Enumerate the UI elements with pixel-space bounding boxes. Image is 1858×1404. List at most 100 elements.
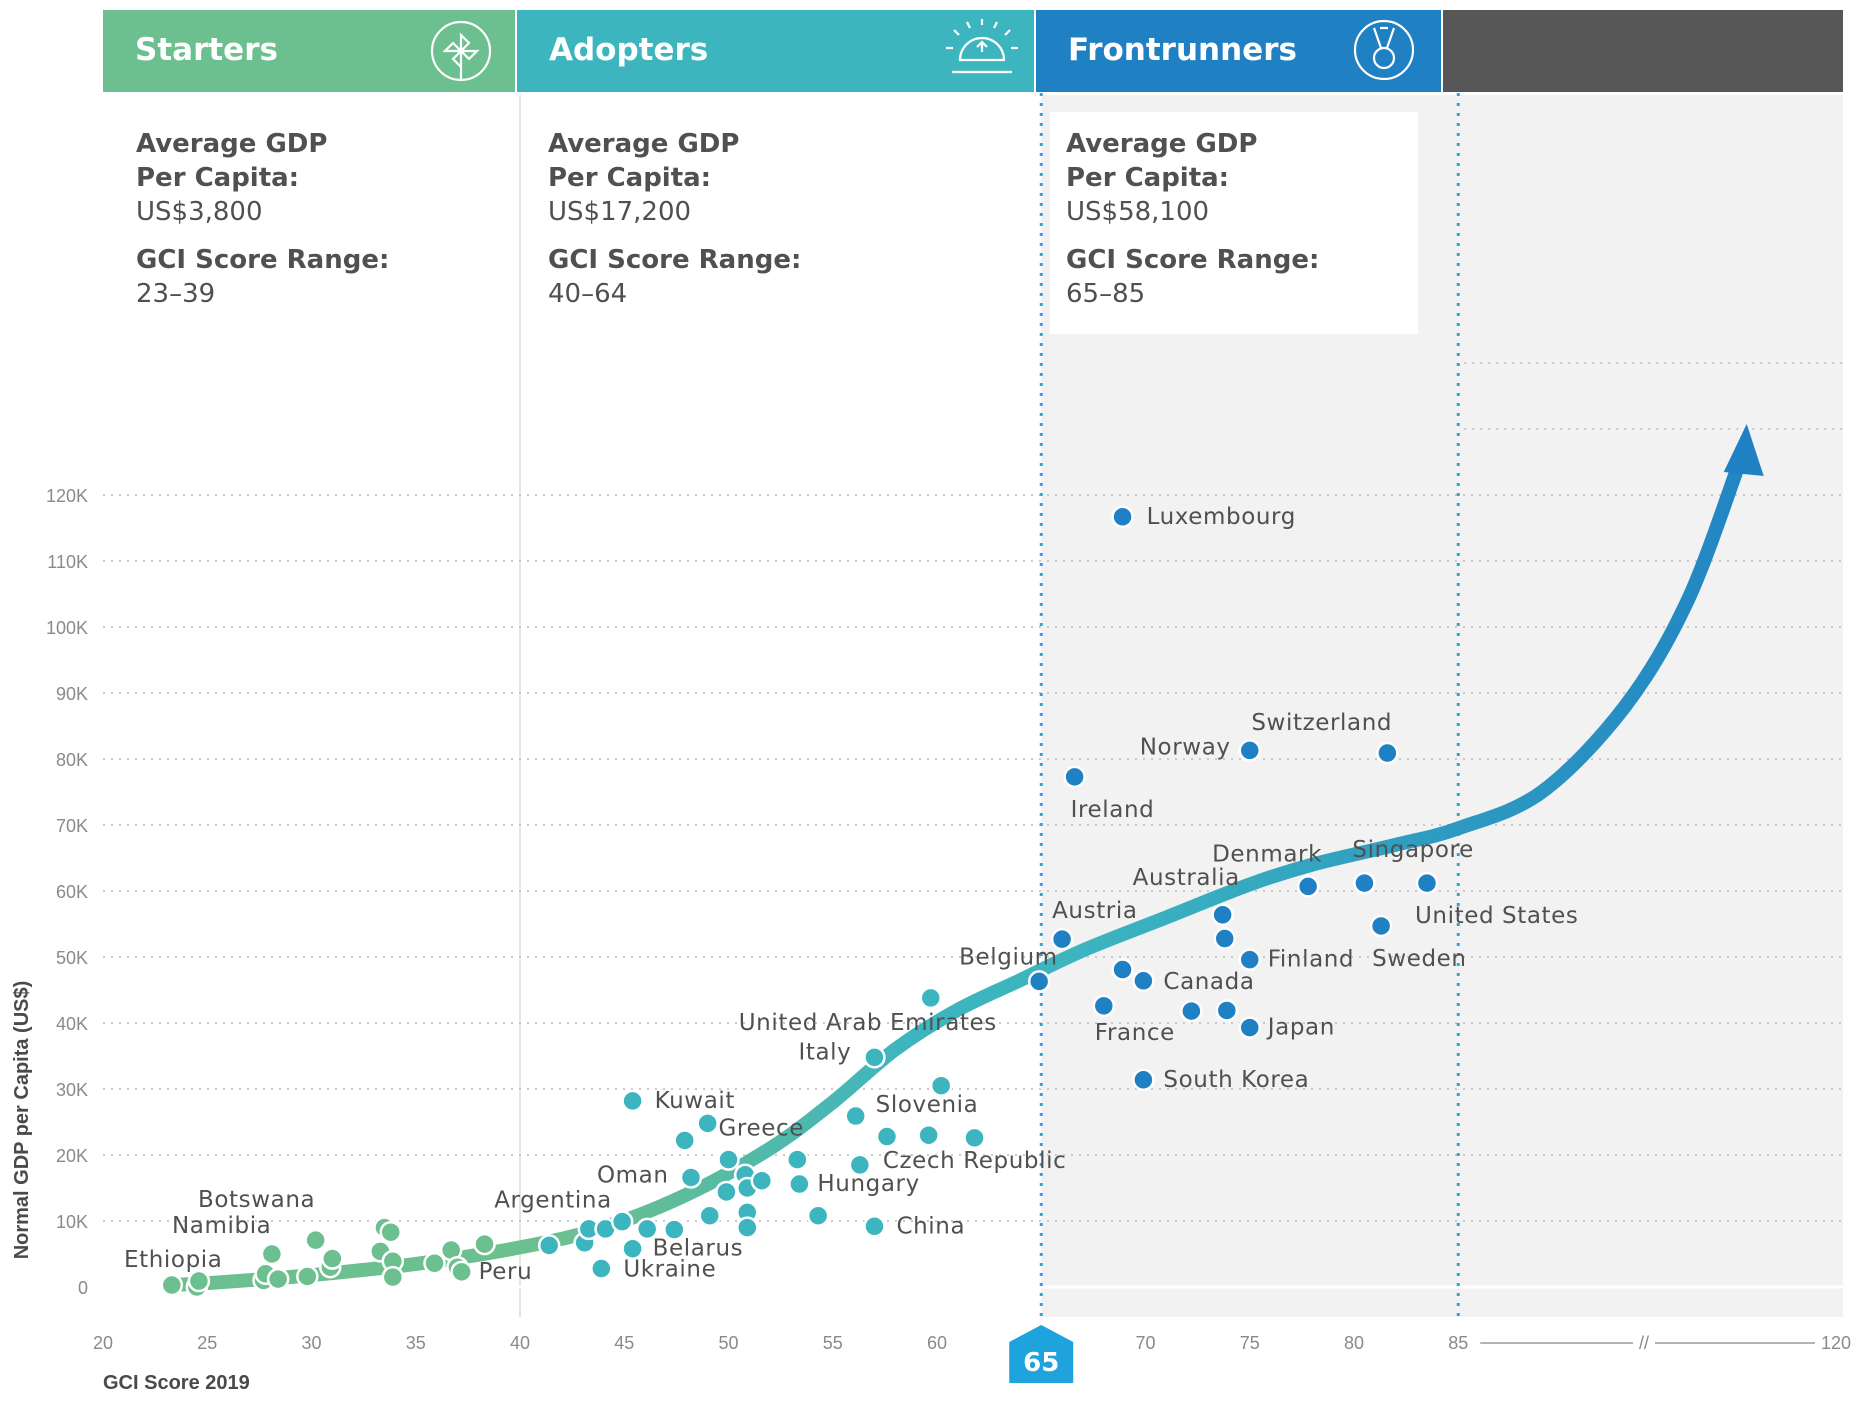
data-point-austria (1050, 927, 1074, 951)
x-tick-label: 55 (823, 1333, 843, 1353)
x-axis-title: GCI Score 2019 (103, 1372, 250, 1394)
data-point (321, 1247, 344, 1270)
y-tick-label: 30K (56, 1080, 88, 1100)
country-label-namibia: Namibia (172, 1213, 271, 1239)
info-box-adopters (532, 112, 1017, 334)
country-label-luxembourg: Luxembourg (1147, 504, 1296, 530)
x-tick-label: 70 (1135, 1333, 1155, 1353)
country-label-italy: Italy (798, 1039, 851, 1065)
band-title-frontrunners: Frontrunners (1068, 32, 1297, 68)
y-tick-label: 50K (56, 948, 88, 968)
y-tick-label: 110K (47, 552, 88, 572)
data-point-ukraine (590, 1257, 613, 1280)
data-point-kuwait (621, 1089, 644, 1113)
data-point-finland (1238, 948, 1261, 971)
info-gdp-value: US$17,200 (548, 197, 691, 227)
data-point-united-arab-emirates (919, 986, 942, 1010)
y-tick-label: 70K (56, 816, 88, 836)
info-gdp-value: US$3,800 (136, 197, 263, 227)
data-point-japan (1238, 1016, 1261, 1039)
country-label-czech-republic: Czech Republic (883, 1148, 1067, 1174)
country-label-united-arab-emirates: United Arab Emirates (739, 1010, 997, 1036)
data-point-singapore (1353, 871, 1376, 895)
country-label-australia: Australia (1133, 865, 1240, 891)
data-point (736, 1216, 759, 1239)
data-point (673, 1129, 696, 1152)
country-label-peru: Peru (479, 1259, 533, 1285)
data-point-namibia (260, 1242, 284, 1266)
trend-arrowhead (1723, 424, 1764, 476)
x-tick-label: 25 (197, 1333, 217, 1353)
medal-icon-disc (1372, 46, 1396, 70)
x-tick-label: 45 (614, 1333, 634, 1353)
country-label-denmark: Denmark (1212, 841, 1322, 867)
info-range-value: 23–39 (136, 279, 215, 309)
data-point (187, 1269, 211, 1293)
info-gdp-label: Average GDP (548, 129, 739, 159)
info-range-label: GCI Score Range: (136, 245, 389, 275)
axis-break-mark: // (1639, 1333, 1649, 1353)
data-point (917, 1123, 940, 1147)
info-gdp-label: Average GDP (1066, 129, 1257, 159)
country-label-united-states: United States (1415, 903, 1579, 929)
info-range-value: 40–64 (548, 279, 627, 309)
country-label-argentina: Argentina (494, 1187, 612, 1213)
data-point (663, 1218, 686, 1241)
y-tick-label: 100K (46, 618, 88, 638)
data-point-china (863, 1215, 886, 1238)
country-label-switzerland: Switzerland (1251, 710, 1392, 736)
data-point-sweden (1369, 914, 1393, 938)
country-label-japan: Japan (1266, 1015, 1335, 1041)
data-point (635, 1217, 659, 1241)
country-label-south-korea: South Korea (1163, 1067, 1309, 1093)
country-label-canada: Canada (1163, 969, 1254, 995)
x-tick-label: 80 (1344, 1333, 1364, 1353)
country-label-slovenia: Slovenia (876, 1092, 979, 1118)
data-point (473, 1232, 496, 1256)
y-tick-label: 90K (56, 684, 88, 704)
dashboard-icon-rays (946, 19, 1018, 50)
pinwheel-icon (430, 20, 492, 82)
data-point-italy (863, 1046, 886, 1069)
trend-curve (164, 455, 1747, 1292)
info-box-frontrunners (1050, 112, 1418, 334)
country-label-hungary: Hungary (817, 1171, 919, 1197)
y-tick-label: 80K (56, 750, 88, 770)
data-point-czech-republic (848, 1153, 872, 1177)
dashboard-icon (946, 19, 1018, 74)
band-header-adopters (517, 10, 1034, 92)
medal-icon-ribbon (1372, 26, 1396, 49)
country-label-belarus: Belarus (653, 1236, 744, 1262)
data-point (1213, 927, 1236, 950)
data-point (963, 1126, 986, 1150)
y-tick-label: 10K (56, 1212, 88, 1232)
x-tick-label: 35 (406, 1333, 426, 1353)
data-point-denmark (1296, 875, 1320, 898)
country-label-ukraine: Ukraine (623, 1257, 716, 1283)
x-tick-label: 30 (301, 1333, 321, 1353)
band-title-starters: Starters (135, 32, 278, 68)
data-point (696, 1112, 719, 1135)
country-label-greece: Greece (719, 1116, 804, 1142)
data-point-botswana (304, 1228, 327, 1252)
threshold-badge (1009, 1325, 1074, 1383)
info-gdp-label-2: Per Capita: (548, 163, 711, 193)
data-point (381, 1265, 405, 1289)
data-point-south-korea (1132, 1068, 1155, 1092)
data-point-belarus (621, 1237, 644, 1260)
x-tick-label: 50 (718, 1333, 738, 1353)
x-tick-label: 75 (1240, 1333, 1260, 1353)
country-label-belgium: Belgium (959, 944, 1058, 970)
data-point-ethiopia (160, 1273, 184, 1297)
country-label-kuwait: Kuwait (655, 1088, 735, 1114)
data-point-peru (450, 1260, 473, 1284)
data-point-oman (679, 1166, 703, 1189)
data-point-norway (1238, 739, 1261, 762)
data-point-canada (1132, 969, 1155, 993)
data-point (423, 1251, 446, 1275)
info-gdp-label-2: Per Capita: (136, 163, 299, 193)
info-gdp-label-2: Per Capita: (1066, 163, 1229, 193)
info-gdp-label: Average GDP (136, 129, 327, 159)
